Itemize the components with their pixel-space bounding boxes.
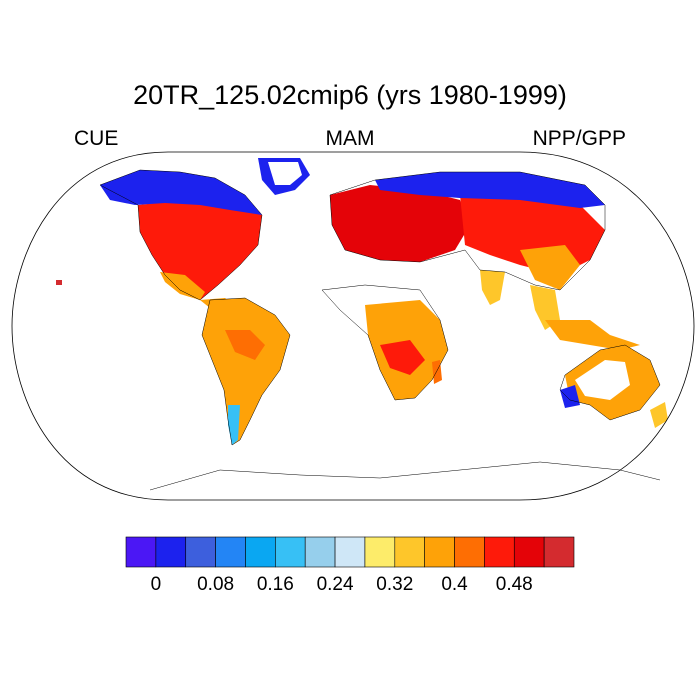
new-zealand-field	[650, 402, 668, 428]
australia-white-interior	[575, 360, 630, 400]
north-america-coast	[99, 169, 263, 301]
colorbar-tick-label: 0.4	[441, 574, 468, 595]
colorbar-swatch	[454, 536, 485, 568]
variable-label: CUE	[74, 127, 119, 150]
africa-coast	[321, 284, 449, 401]
greenland-ice	[268, 162, 302, 185]
colorbar-swatch	[543, 536, 575, 568]
australia-blue-west	[560, 385, 580, 408]
colorbar-swatch	[334, 536, 366, 568]
colorbar-swatch	[185, 536, 216, 568]
colorbar-tick-label: 0.24	[316, 574, 354, 595]
africa-red-patch	[380, 340, 425, 375]
colorbar-swatch	[394, 536, 425, 568]
colorbar-swatch	[424, 536, 455, 568]
india-field	[480, 270, 505, 305]
colorbar-swatch	[125, 536, 157, 568]
units-label: NPP/GPP	[532, 127, 626, 150]
colorbar	[125, 536, 575, 568]
antarctica-coast	[149, 461, 661, 491]
hawaii-field	[56, 280, 62, 285]
colorbar-swatch	[275, 536, 306, 568]
globe-outline	[11, 151, 695, 501]
colorbar-tick-label: 0.08	[197, 574, 235, 595]
patagonia-blue-field	[228, 405, 240, 445]
colorbar-tick-label: 0.16	[256, 574, 294, 595]
colorbar-tick-label: 0.32	[376, 574, 414, 595]
colorbar-swatch	[245, 536, 276, 568]
north-america-orange-field	[160, 272, 205, 300]
south-america-red-patch	[225, 330, 265, 360]
asia-orange-field	[520, 245, 580, 290]
north-america-field	[138, 200, 262, 300]
siberia-blue-field	[375, 172, 605, 208]
indonesia-field	[545, 320, 640, 350]
europe-field	[330, 185, 470, 262]
colorbar-swatch	[155, 536, 187, 568]
australia-coast	[559, 344, 661, 421]
coastlines	[99, 169, 661, 491]
colorbar-swatch	[215, 536, 246, 568]
colorbar-tick-label: 0	[150, 574, 162, 595]
colorbar-swatch	[513, 536, 545, 568]
europe-asia-coast	[329, 171, 606, 291]
season-label: MAM	[325, 127, 375, 150]
south-america-coast	[201, 297, 291, 446]
map-title: 20TR_125.02cmip6 (yrs 1980-1999)	[133, 80, 567, 110]
colorbar-tick-label: 0.48	[495, 574, 533, 595]
colorbar-swatch	[304, 536, 336, 568]
north-america-arctic-field	[100, 170, 262, 215]
land-fields	[56, 158, 668, 445]
southeast-asia-field	[530, 285, 560, 330]
colorbar-swatch	[364, 536, 396, 568]
south-america-field	[202, 298, 290, 445]
colorbar-swatch	[484, 536, 515, 568]
